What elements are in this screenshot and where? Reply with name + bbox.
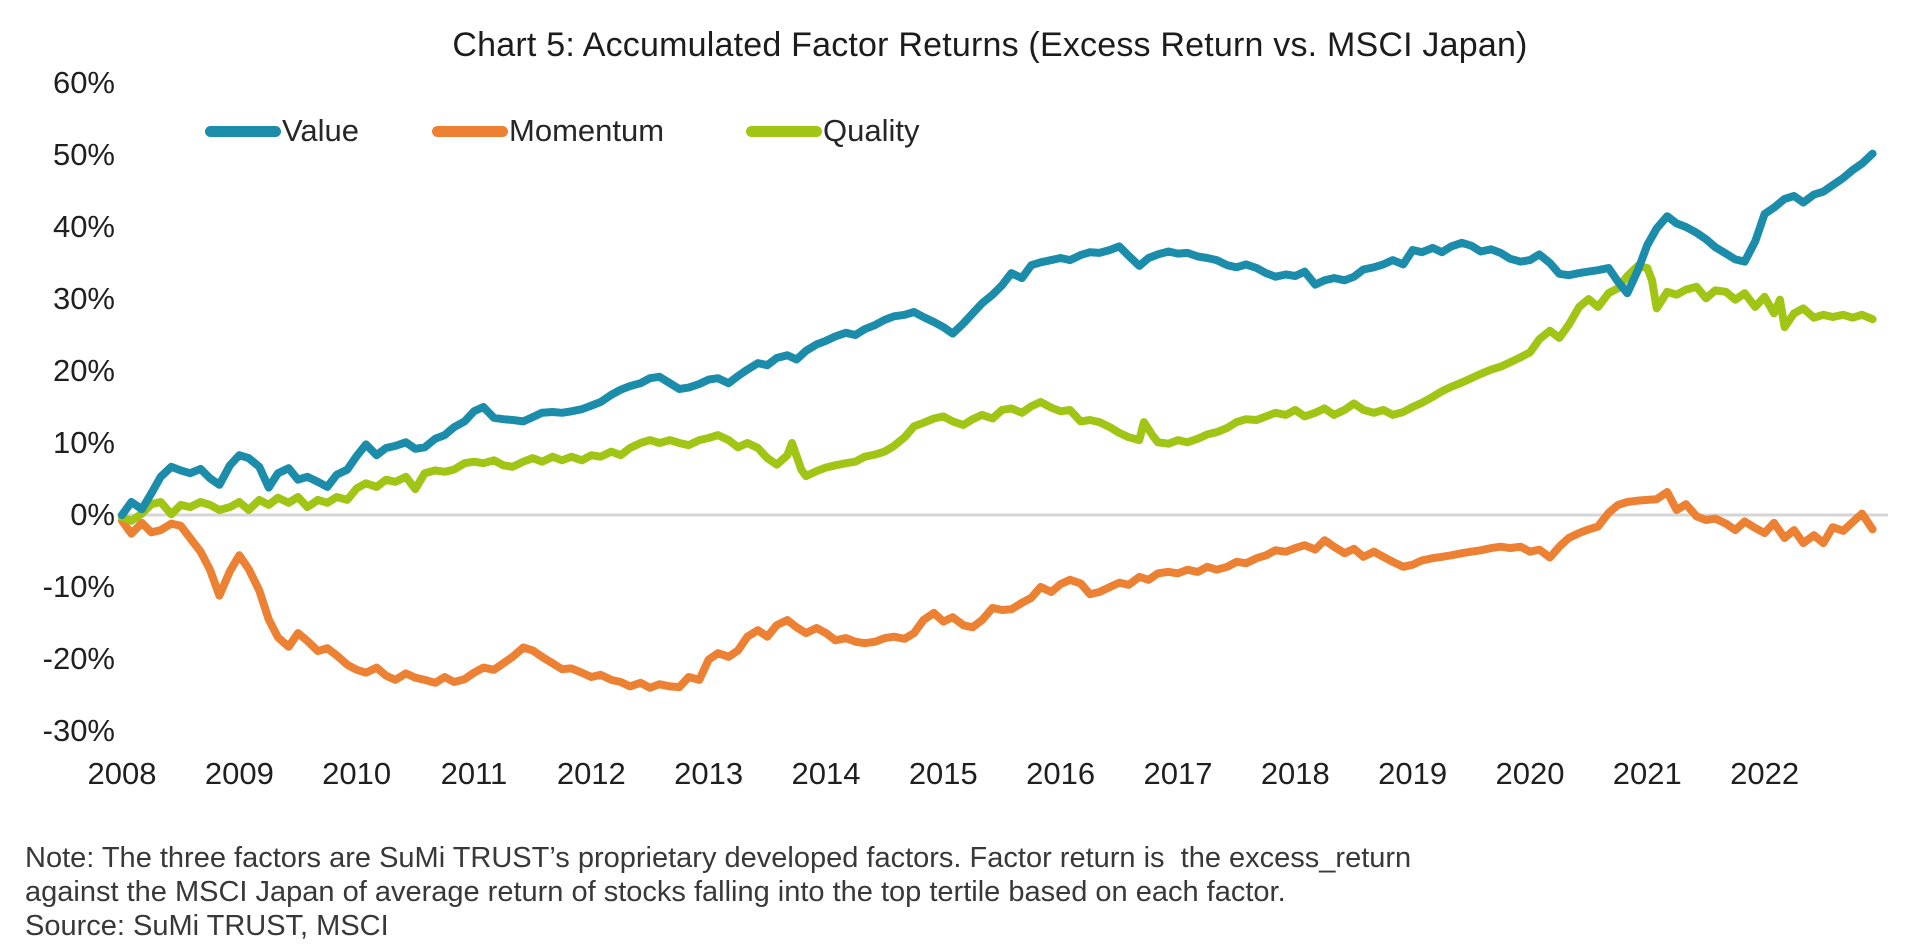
legend-item-momentum: Momentum [432, 113, 664, 149]
momentum-line-swatch-icon [432, 125, 508, 137]
legend-label-quality: Quality [823, 113, 920, 148]
x-tick-label: 2017 [1143, 756, 1213, 791]
legend-item-value: Value [205, 113, 359, 149]
value-line-swatch-icon [205, 125, 281, 137]
x-tick-label: 2020 [1495, 756, 1565, 791]
x-tick-label: 2008 [87, 756, 157, 791]
x-tick-label: 2013 [674, 756, 744, 791]
y-tick-label: 60% [52, 65, 115, 100]
x-tick-label: 2014 [791, 756, 861, 791]
y-tick-label: -30% [42, 713, 115, 748]
y-tick-label: 30% [52, 281, 115, 316]
x-tick-label: 2010 [322, 756, 392, 791]
x-tick-label: 2012 [556, 756, 626, 791]
x-tick-label: 2018 [1260, 756, 1330, 791]
chart-source: Source: SuMi TRUST, MSCI [25, 910, 389, 942]
chart-note-line-1: Note: The three factors are SuMi TRUST’s… [25, 842, 1412, 874]
y-tick-label: 10% [52, 425, 115, 460]
legend-label-value: Value [282, 113, 359, 148]
y-tick-label: 40% [52, 209, 115, 244]
y-tick-label: 50% [52, 137, 115, 172]
x-tick-label: 2011 [440, 756, 508, 791]
y-tick-label: -20% [42, 641, 115, 676]
quality-line-swatch-icon [746, 125, 822, 137]
legend-label-momentum: Momentum [509, 113, 665, 148]
x-tick-label: 2015 [908, 756, 978, 791]
x-tick-label: 2019 [1378, 756, 1448, 791]
series-line-value [118, 149, 1877, 519]
x-tick-label: 2021 [1612, 756, 1682, 791]
x-tick-label: 2009 [204, 756, 274, 791]
y-tick-label: -10% [42, 569, 115, 604]
y-tick-label: 0% [70, 497, 115, 532]
series-line-quality [118, 261, 1877, 525]
chart-note-line-2: against the MSCI Japan of average return… [25, 876, 1286, 908]
series-line-momentum [118, 488, 1877, 692]
x-tick-label: 2016 [1026, 756, 1096, 791]
legend-item-quality: Quality [746, 113, 919, 149]
x-tick-label: 2022 [1730, 756, 1800, 791]
chart-title: Chart 5: Accumulated Factor Returns (Exc… [452, 26, 1528, 64]
y-tick-label: 20% [52, 353, 115, 388]
legend: Value Momentum Quality [0, 113, 1920, 149]
